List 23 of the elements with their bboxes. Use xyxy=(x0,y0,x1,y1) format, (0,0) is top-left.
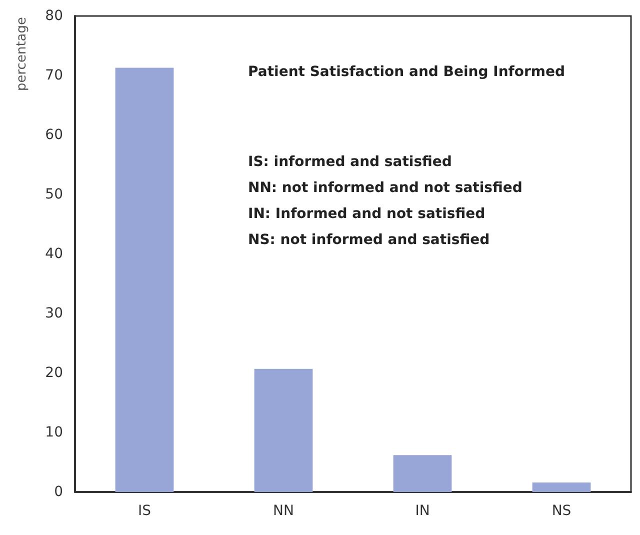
annotation: IS: informed and satisfied xyxy=(248,154,452,170)
annotation: IN: Informed and not satisfied xyxy=(248,206,486,222)
annotation: NN: not informed and not satisfied xyxy=(248,180,522,196)
y-tick-label: 70 xyxy=(45,68,63,84)
annotation: NS: not informed and satisfied xyxy=(248,232,490,248)
y-tick-label: 30 xyxy=(45,306,63,322)
y-axis-title: percentage xyxy=(14,16,30,92)
y-tick-label: 60 xyxy=(45,127,63,143)
bar xyxy=(115,68,174,492)
x-tick-label: NN xyxy=(273,503,294,519)
y-tick-label: 80 xyxy=(45,8,63,24)
bar xyxy=(532,482,591,492)
bar xyxy=(254,368,313,492)
x-tick-label: IS xyxy=(138,503,152,519)
y-tick-label: 10 xyxy=(45,424,63,440)
y-tick-label: 50 xyxy=(45,186,63,202)
bar xyxy=(393,455,452,492)
x-tick-label: IN xyxy=(415,503,430,519)
y-tick-label: 0 xyxy=(54,484,63,500)
y-tick-label: 40 xyxy=(45,246,63,262)
text: Patient Satisfaction and Being Informed xyxy=(248,64,566,80)
y-tick-label: 20 xyxy=(45,365,63,381)
x-tick-label: NS xyxy=(552,503,572,519)
